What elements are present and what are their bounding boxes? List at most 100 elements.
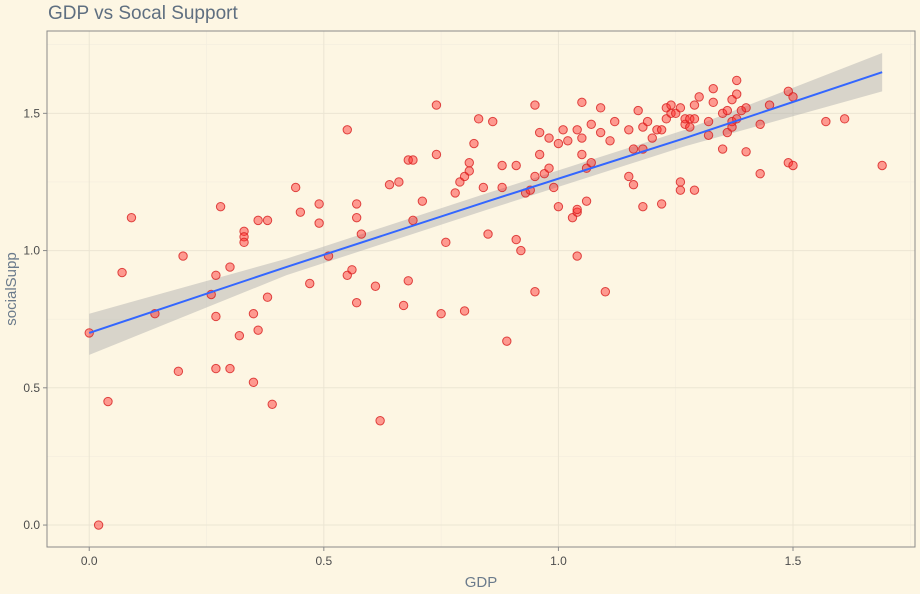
data-point (685, 122, 695, 132)
data-point (610, 116, 620, 127)
data-point (347, 265, 357, 275)
data-point (581, 196, 592, 206)
y-tick-label: 1.0 (23, 244, 40, 258)
data-point (408, 155, 418, 165)
data-point (553, 138, 564, 149)
data-point (253, 215, 263, 226)
data-point (666, 100, 676, 110)
data-point (351, 199, 362, 209)
data-point (788, 92, 798, 102)
data-point (586, 158, 596, 168)
data-point (511, 160, 521, 171)
data-point (431, 149, 442, 160)
data-point (732, 75, 742, 86)
confidence-band-layer (89, 52, 883, 355)
data-point (722, 105, 733, 116)
data-point (398, 300, 409, 311)
data-point (239, 237, 249, 248)
data-point (497, 160, 507, 171)
data-point (563, 136, 573, 146)
data-point (553, 201, 564, 212)
data-point (248, 377, 259, 388)
data-point (375, 416, 385, 426)
y-tick-label: 1.5 (23, 106, 40, 120)
chart-title: GDP vs Socal Support (48, 3, 238, 24)
data-point (633, 105, 643, 116)
data-point (225, 363, 235, 374)
data-point (595, 127, 606, 138)
data-point (225, 262, 235, 272)
data-point (558, 125, 568, 135)
data-point (431, 100, 442, 110)
x-tick-label: 1.0 (550, 554, 567, 568)
data-point (253, 325, 263, 335)
data-point (572, 207, 582, 217)
data-point (675, 185, 686, 195)
y-axis-ticks: 0.0 0.5 1.0 1.5 (23, 106, 47, 532)
data-point (473, 114, 484, 124)
data-point (572, 125, 582, 135)
data-point (741, 147, 751, 157)
data-point (356, 229, 367, 239)
data-point (736, 105, 747, 116)
data-point (126, 212, 137, 223)
data-point (530, 287, 540, 297)
x-tick-label: 0.5 (315, 554, 332, 568)
grid-lines (47, 31, 915, 547)
data-point (394, 177, 404, 187)
data-point (262, 292, 273, 302)
data-point (117, 267, 127, 278)
plot-panel-border (46, 30, 916, 548)
data-point (248, 309, 259, 319)
data-points (84, 75, 887, 530)
data-point (211, 363, 221, 374)
trend-line (88, 71, 883, 334)
data-point (572, 204, 582, 215)
x-tick-label: 1.5 (785, 554, 802, 568)
data-point (544, 133, 554, 143)
data-point (628, 180, 639, 190)
data-point (469, 138, 479, 149)
data-point (93, 520, 104, 530)
data-point (530, 171, 540, 182)
data-point (370, 281, 381, 291)
data-point (342, 125, 352, 135)
data-point (577, 149, 587, 160)
data-point (530, 100, 540, 110)
data-point (351, 212, 362, 223)
data-point (464, 158, 474, 168)
y-axis-title: socialSupp (3, 252, 20, 325)
data-point (675, 103, 686, 113)
data-point (351, 298, 362, 308)
data-point (595, 103, 606, 113)
data-point (534, 149, 545, 160)
data-point (647, 133, 657, 143)
data-point (441, 237, 451, 248)
data-point (624, 125, 634, 135)
data-point (656, 125, 667, 135)
data-point (488, 116, 498, 127)
data-point (549, 182, 559, 193)
data-point (103, 396, 113, 407)
data-point (656, 199, 667, 209)
data-point (215, 201, 226, 212)
data-point (262, 215, 273, 226)
data-point (516, 245, 526, 256)
data-point (483, 229, 493, 239)
data-point (703, 116, 714, 127)
data-point (717, 108, 728, 119)
data-point (178, 251, 188, 261)
data-point (675, 177, 686, 187)
data-point (502, 336, 512, 346)
data-point (403, 276, 413, 286)
data-point (788, 160, 798, 171)
data-point (577, 97, 587, 108)
data-point (689, 185, 700, 195)
y-tick-label: 0.5 (23, 381, 40, 395)
data-point (572, 251, 582, 261)
trend-line-layer (88, 71, 883, 334)
data-point (642, 116, 653, 127)
data-point (638, 201, 648, 212)
data-point (290, 182, 301, 193)
data-point (534, 127, 545, 138)
